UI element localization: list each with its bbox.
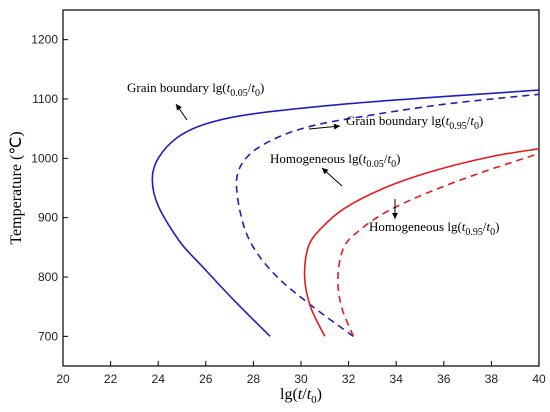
y-tick-label: 1000 <box>31 151 58 165</box>
plot-frame <box>62 9 540 367</box>
x-tick-label: 28 <box>247 372 261 386</box>
annotation-homogeneous-005: Homogeneous lg(t0.05/t0) <box>270 151 401 170</box>
series-line-4 <box>337 152 540 337</box>
y-tick-label: 1100 <box>32 92 58 106</box>
x-tick-label: 40 <box>532 372 546 386</box>
series-lines <box>151 89 540 337</box>
annotation-arrow-head-1 <box>176 104 182 111</box>
y-tick-label: 900 <box>38 211 58 225</box>
annotation-homogeneous-095: Homogeneous lg(t0.95/t0) <box>369 219 500 238</box>
series-line-2 <box>235 93 540 337</box>
annotation-arrow-head-4 <box>392 213 398 219</box>
x-axis-ticks: 20 22 24 26 28 30 32 34 36 38 40 <box>56 361 546 386</box>
annotation-arrows <box>175 103 398 219</box>
series-line-3 <box>303 148 540 337</box>
annotation-arrow-head-2 <box>333 123 340 130</box>
x-tick-label: 26 <box>199 372 213 386</box>
x-tick-label: 38 <box>485 372 499 386</box>
y-axis-title: Temperature (℃) <box>8 131 25 244</box>
x-tick-label: 22 <box>104 372 118 386</box>
x-tick-label: 34 <box>390 372 404 386</box>
annotation-grain-boundary-005: Grain boundary lg(t0.05/t0) <box>127 80 264 99</box>
annotation-arrow-head-3 <box>322 168 329 175</box>
x-tick-label: 30 <box>294 372 308 386</box>
series-line-1 <box>151 89 540 337</box>
x-tick-label: 32 <box>342 372 356 386</box>
y-axis-ticks: 700 800 900 1000 1100 1200 <box>31 33 68 343</box>
x-axis-title: lg(t/t0) <box>280 386 322 406</box>
y-tick-label: 800 <box>38 270 58 284</box>
x-tick-label: 20 <box>56 372 70 386</box>
annotation-grain-boundary-095: Grain boundary lg(t0.95/t0) <box>346 113 483 132</box>
x-tick-label: 24 <box>152 372 166 386</box>
x-tick-label: 36 <box>437 372 451 386</box>
y-tick-label: 700 <box>38 329 58 343</box>
y-tick-label: 1200 <box>31 33 58 47</box>
